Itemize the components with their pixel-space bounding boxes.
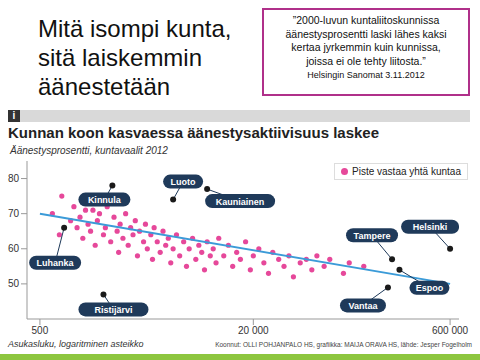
html-text:Helsingin Sanomat 3.11.2012: Helsingin Sanomat 3.11.2012 [307, 70, 425, 80]
html-text:kertaa jyrkemmin kuin kunnissa: kertaa jyrkemmin kuin kunnissa, [291, 41, 441, 53]
html-text:sitä laiskemmin: sitä laiskemmin [38, 44, 202, 71]
svg-text:Luoto: Luoto [171, 177, 196, 187]
html-text:äänestetään: äänestetään [38, 73, 171, 100]
svg-text:70: 70 [8, 208, 19, 219]
svg-text:60: 60 [8, 243, 19, 254]
svg-text:Tampere: Tampere [354, 231, 391, 241]
html-text:joissa ei ole tehty liitosta.”: joissa ei ole tehty liitosta.” [306, 54, 426, 67]
svg-text:600 000: 600 000 [432, 325, 469, 336]
html-text:”2000-luvun kuntaliitoskunniss: ”2000-luvun kuntaliitoskunnissa [292, 14, 440, 26]
svg-text:80: 80 [8, 173, 19, 184]
svg-text:Helsinki: Helsinki [413, 222, 448, 232]
html-text:Asukasluku, logaritminen astei: Asukasluku, logaritminen asteikko [8, 339, 144, 349]
html-text:Mitä isompi kunta,: Mitä isompi kunta, [38, 15, 232, 42]
svg-text:Vantaa: Vantaa [348, 301, 378, 311]
html-text:Kunnan koon kasvaessa äänestys: Kunnan koon kasvaessa äänestysaktiivisuu… [8, 124, 379, 141]
svg-text:500: 500 [32, 325, 49, 336]
html-text:Äänestysprosentti, kuntavaalit: Äänestysprosentti, kuntavaalit 2012 [10, 145, 168, 156]
svg-text:Espoo: Espoo [416, 283, 444, 293]
svg-text:Luhanka: Luhanka [37, 258, 75, 268]
svg-text:20 000: 20 000 [238, 325, 269, 336]
html-text:Koonnut: OLLI POHJANPALO HS, g: Koonnut: OLLI POHJANPALO HS, grafiikka: … [215, 341, 472, 348]
svg-text:Kinnula: Kinnula [88, 195, 122, 205]
html-text:Piste vastaa yhtä kuntaa: Piste vastaa yhtä kuntaa [352, 166, 461, 177]
html-text:i: i [12, 110, 16, 121]
html-text:äänestysprosentti laski lähes: äänestysprosentti laski lähes kaksi [285, 27, 447, 40]
svg-text:Ristijärvi: Ristijärvi [94, 305, 132, 315]
svg-text:Kauniainen: Kauniainen [216, 197, 265, 207]
svg-text:50: 50 [8, 278, 19, 289]
